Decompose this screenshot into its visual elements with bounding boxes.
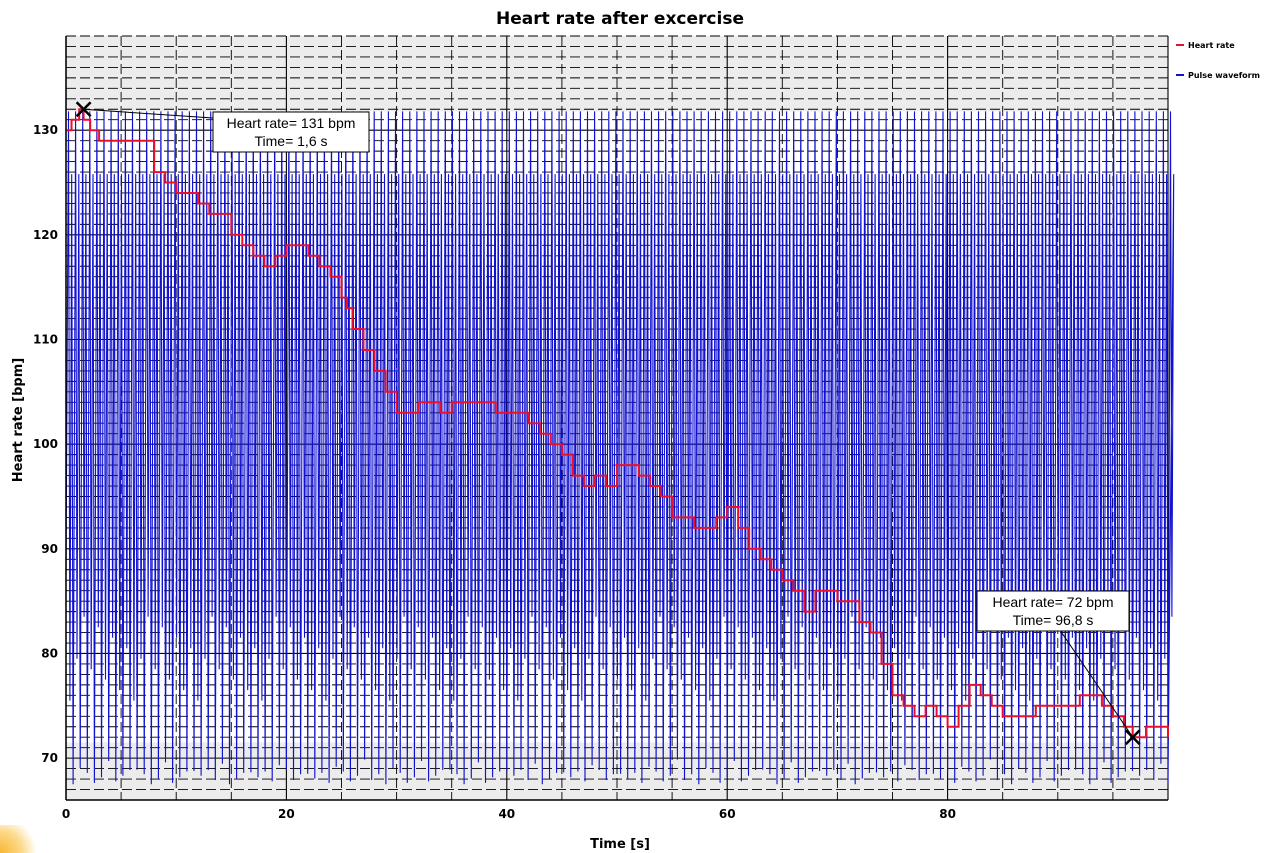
y-tick-label: 90: [41, 542, 58, 556]
annotation-leader-line: [1060, 630, 1134, 738]
annotation-leader-line: [83, 108, 214, 119]
legend-label-pulse-waveform: Pulse waveform: [1188, 71, 1260, 80]
legend: Heart rate Pulse waveform: [1176, 41, 1260, 80]
x-tick-label: 40: [498, 807, 515, 821]
y-tick-label: 120: [33, 228, 58, 242]
x-tick-label: 60: [719, 807, 736, 821]
y-tick-label: 80: [41, 646, 58, 660]
y-tick-label: 100: [33, 437, 58, 451]
x-axis-label: Time [s]: [590, 837, 650, 852]
chart-title: Heart rate after excercise: [496, 9, 744, 29]
x-tick-label: 20: [278, 807, 295, 821]
legend-label-heart-rate: Heart rate: [1188, 41, 1235, 50]
y-tick-label: 70: [41, 751, 58, 765]
annotation-box: [212, 111, 370, 153]
annotation-heart-rate-text: Heart rate= 72 bpm: [992, 594, 1113, 610]
annotation-heart-rate-text: Heart rate= 131 bpm: [227, 115, 356, 131]
corner-decoration: [0, 825, 40, 853]
annotation-box: [976, 590, 1130, 632]
pulse-waveform-line: [65, 111, 1175, 785]
annotation-time-text: Time= 96,8 s: [1013, 612, 1094, 628]
y-tick-label: 130: [33, 123, 58, 137]
heart-rate-line: [66, 108, 1169, 739]
y-tick-label: 110: [33, 333, 58, 347]
y-axis-label: Heart rate [bpm]: [11, 358, 26, 482]
x-tick-label: 80: [939, 807, 956, 821]
x-tick-label: 0: [62, 807, 70, 821]
annotation-time-text: Time= 1,6 s: [254, 133, 327, 149]
